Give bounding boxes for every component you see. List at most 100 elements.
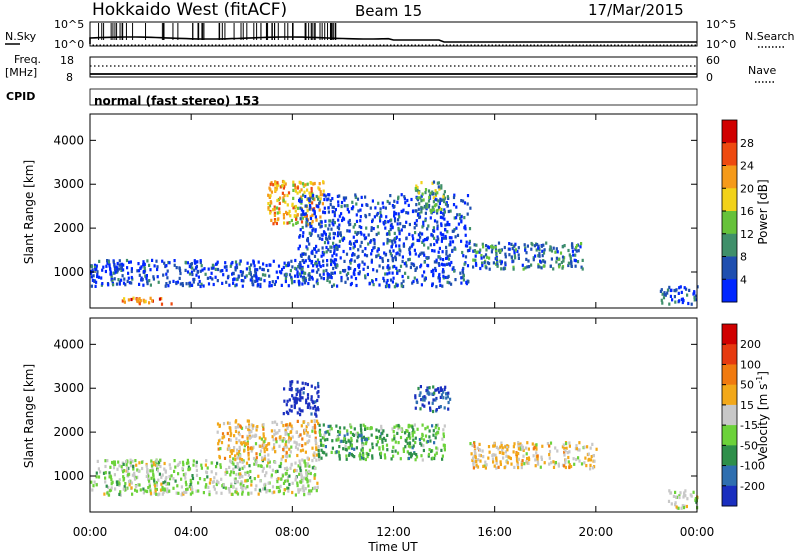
- data-cell: [257, 492, 260, 496]
- data-cell: [310, 259, 314, 264]
- data-cell: [193, 259, 196, 263]
- data-cell: [299, 217, 302, 221]
- colorbar-segment: [722, 256, 737, 280]
- data-cell: [271, 420, 274, 425]
- data-cell: [449, 243, 452, 247]
- data-cell: [177, 472, 180, 476]
- data-cell: [328, 428, 331, 432]
- data-cell: [392, 430, 395, 434]
- data-cell: [366, 203, 369, 207]
- data-cell: [160, 482, 163, 486]
- data-cell: [151, 258, 154, 262]
- data-cell: [152, 474, 155, 478]
- data-cell: [274, 431, 278, 435]
- data-cell: [106, 491, 109, 495]
- data-cell: [372, 283, 375, 287]
- data-cell: [386, 278, 389, 283]
- data-cell: [280, 271, 283, 275]
- data-cell: [90, 480, 93, 484]
- data-cell: [513, 249, 516, 253]
- data-cell: [548, 456, 551, 460]
- data-cell: [310, 190, 313, 194]
- data-cell: [313, 404, 317, 409]
- data-cell: [558, 265, 561, 269]
- data-cell: [270, 201, 273, 205]
- data-cell: [192, 463, 195, 467]
- data-cell: [246, 261, 249, 265]
- beam-label: Beam 15: [355, 2, 422, 20]
- noise-traces: [89, 23, 697, 46]
- data-cell: [343, 437, 346, 441]
- data-cell: [275, 485, 279, 490]
- data-cell: [248, 271, 251, 275]
- data-cell: [321, 246, 324, 250]
- data-cell: [372, 246, 375, 250]
- data-cell: [313, 212, 316, 216]
- data-cell: [442, 443, 445, 447]
- data-cell: [337, 218, 340, 222]
- data-cell: [563, 244, 566, 248]
- data-cell: [427, 199, 431, 203]
- data-cell: [525, 452, 528, 456]
- data-cell: [295, 221, 298, 225]
- data-cell: [415, 209, 418, 213]
- colorbar-tick-label: 4: [740, 273, 747, 286]
- data-cell: [142, 487, 145, 491]
- data-cell: [151, 467, 154, 471]
- data-cell: [122, 263, 125, 267]
- data-cell: [286, 399, 289, 403]
- data-cell: [227, 444, 230, 448]
- data-cell: [308, 258, 311, 262]
- data-cell: [557, 464, 560, 468]
- data-cell: [365, 438, 368, 442]
- data-cell: [111, 461, 114, 465]
- data-cell: [426, 425, 429, 429]
- data-cell: [447, 196, 450, 200]
- data-cell: [290, 218, 293, 223]
- data-cell: [315, 218, 318, 222]
- data-cell: [567, 455, 570, 460]
- data-cell: [356, 197, 360, 201]
- data-cell: [266, 447, 269, 452]
- data-cell: [148, 279, 151, 283]
- data-cell: [443, 210, 446, 214]
- data-cell: [162, 273, 165, 277]
- data-cell: [294, 445, 298, 449]
- data-cell: [353, 447, 356, 451]
- data-cell: [250, 263, 253, 267]
- data-cell: [286, 423, 289, 427]
- data-cell: [292, 206, 295, 210]
- data-cell: [123, 300, 126, 304]
- data-cell: [304, 428, 308, 432]
- data-cell: [259, 284, 262, 289]
- data-cell: [313, 247, 317, 251]
- data-cell: [131, 492, 134, 496]
- data-cell: [375, 443, 378, 447]
- data-cell: [420, 443, 423, 447]
- x-tick-label: 08:00: [275, 525, 310, 539]
- data-cell: [116, 482, 119, 487]
- data-cell: [326, 263, 329, 267]
- data-cell: [247, 419, 250, 423]
- data-cell: [463, 262, 466, 266]
- data-cell: [358, 270, 361, 274]
- data-cell: [353, 259, 356, 263]
- data-cell: [499, 460, 502, 464]
- data-cell: [674, 501, 677, 505]
- data-cell: [568, 441, 571, 445]
- colorbar-tick-label: 50: [740, 379, 754, 392]
- data-cell: [404, 438, 407, 442]
- data-cell: [483, 464, 486, 468]
- data-cell: [347, 446, 350, 450]
- data-cell: [279, 484, 282, 488]
- data-cell: [359, 219, 362, 223]
- y-tick-label: 3000: [53, 381, 84, 395]
- data-cell: [350, 425, 353, 429]
- data-cell: [164, 477, 167, 481]
- data-cell: [391, 265, 395, 269]
- data-cell: [393, 217, 397, 221]
- noise-right-label: N.Search: [745, 30, 795, 43]
- data-cell: [667, 499, 671, 503]
- data-cell: [125, 459, 128, 464]
